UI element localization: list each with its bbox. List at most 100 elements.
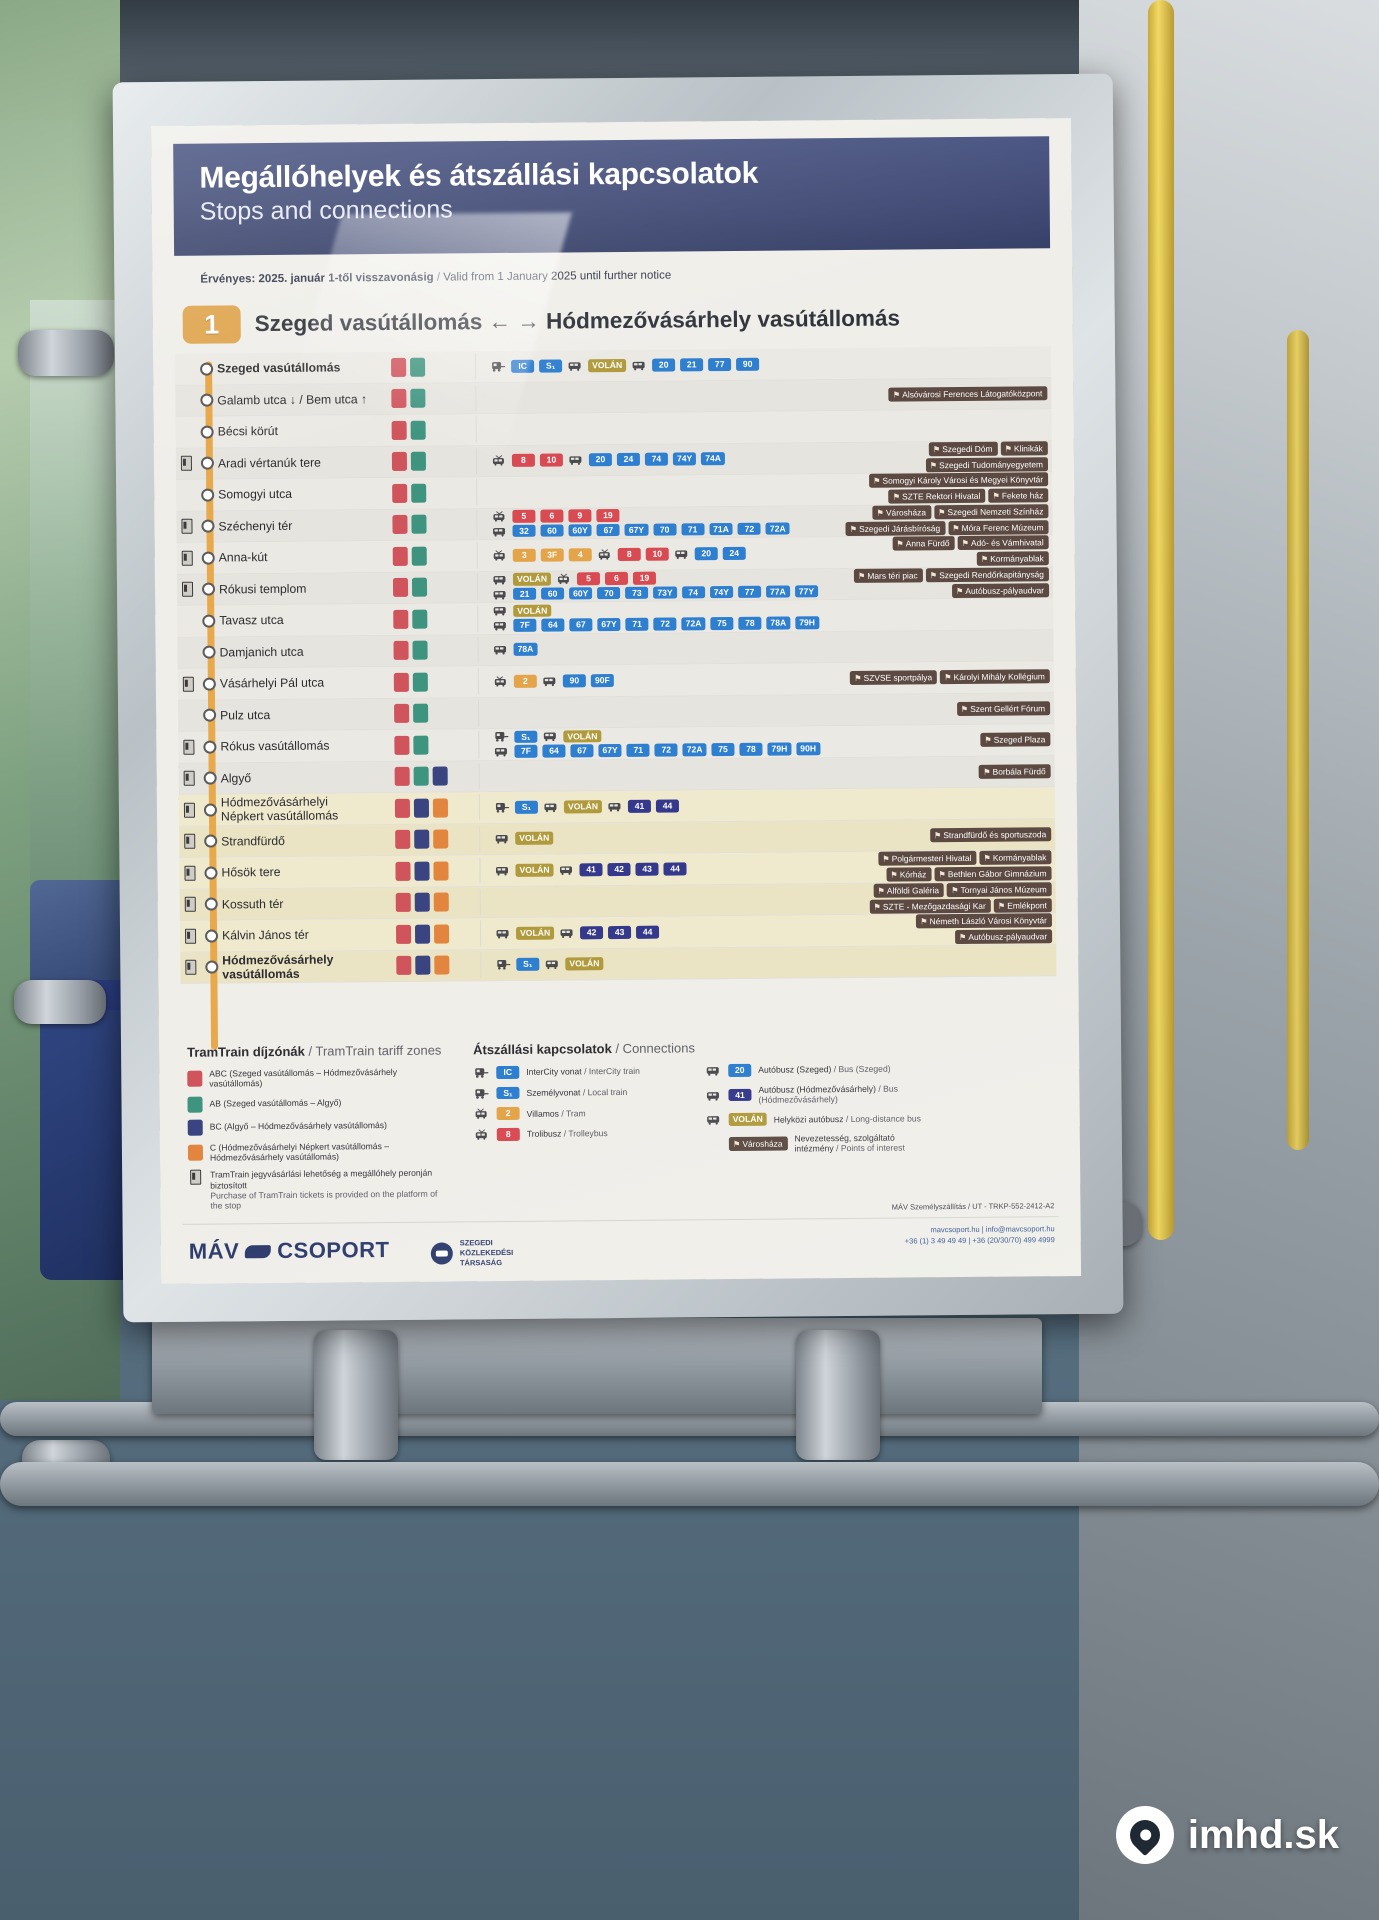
route-badge[interactable]: 70 xyxy=(653,523,677,537)
stop-name[interactable]: Kálvin János tér xyxy=(221,927,309,943)
route-badge[interactable]: 90H xyxy=(796,742,821,756)
route-badge[interactable]: VOLÁN xyxy=(563,800,603,814)
route-badge[interactable]: 20 xyxy=(694,546,718,560)
route-badge[interactable]: 64 xyxy=(541,618,565,632)
route-badge[interactable]: 72A xyxy=(765,522,790,536)
route-badge[interactable]: S₁ xyxy=(514,730,538,744)
route-badge[interactable]: VOLÁN xyxy=(513,604,552,618)
route-badge[interactable]: 7F xyxy=(514,744,538,758)
stop-name[interactable]: Aradi vértanúk tere xyxy=(217,455,321,471)
route-badge[interactable]: 90 xyxy=(562,674,586,688)
route-badge[interactable]: 78 xyxy=(738,616,762,630)
stop-name[interactable]: Strandfürdő xyxy=(221,833,285,849)
route-badge[interactable]: 41 xyxy=(627,799,652,813)
stop-name[interactable]: Rókusi templom xyxy=(218,581,307,597)
stop-name[interactable]: Széchenyi tér xyxy=(218,518,293,534)
route-badge[interactable]: 41 xyxy=(579,863,603,876)
route-badge[interactable]: 64 xyxy=(542,744,566,758)
stop-name[interactable]: Somogyi utca xyxy=(218,487,293,502)
route-badge[interactable]: 74 xyxy=(644,452,668,466)
route-badge[interactable]: 44 xyxy=(655,799,680,813)
stop-name[interactable]: Hősök tere xyxy=(221,865,281,880)
route-badge[interactable]: 20 xyxy=(652,358,676,372)
route-badge[interactable]: 75 xyxy=(711,743,735,757)
route-badge[interactable]: 24 xyxy=(616,453,640,467)
route-badge[interactable]: VOLÁN xyxy=(515,863,554,877)
stop-name[interactable]: Rókus vasútállomás xyxy=(220,738,330,754)
route-badge[interactable]: 4 xyxy=(568,548,592,562)
route-badge[interactable]: 42 xyxy=(607,862,631,876)
stop-name[interactable]: Algyő xyxy=(220,770,252,786)
route-badge[interactable]: 6 xyxy=(540,509,564,523)
route-badge[interactable]: 74A xyxy=(701,452,726,466)
route-badge[interactable]: S₁ xyxy=(539,359,563,373)
route-badge[interactable]: VOLÁN xyxy=(588,358,627,372)
route-badge[interactable]: 6 xyxy=(604,571,629,585)
route-badge[interactable]: 21 xyxy=(513,587,537,601)
route-badge[interactable]: 3 xyxy=(512,548,536,562)
route-badge[interactable]: 60 xyxy=(540,524,564,538)
route-badge[interactable]: 19 xyxy=(632,571,657,585)
route-badge[interactable]: 78A xyxy=(766,616,791,630)
route-badge[interactable]: 72A xyxy=(682,743,707,757)
stop-name[interactable]: Hódmezővásárhely vasútállomás xyxy=(222,952,334,982)
route-badge[interactable]: VOLÁN xyxy=(515,831,554,846)
route-badge[interactable]: 67 xyxy=(570,744,594,758)
route-badge[interactable]: 74 xyxy=(681,585,705,599)
route-badge[interactable]: S₁ xyxy=(516,958,540,972)
route-badge[interactable]: 19 xyxy=(596,508,620,522)
route-badge[interactable]: 71 xyxy=(681,522,705,536)
route-badge[interactable]: 67 xyxy=(569,618,593,632)
route-badge[interactable]: 32 xyxy=(512,524,536,538)
route-badge[interactable]: VOLÁN xyxy=(563,729,602,743)
route-badge[interactable]: 71 xyxy=(626,743,650,757)
route-badge[interactable]: 60 xyxy=(541,587,565,601)
route-badge[interactable]: VOLÁN xyxy=(512,572,552,586)
route-badge[interactable]: 77 xyxy=(737,585,762,599)
route-badge[interactable]: 72 xyxy=(654,743,678,757)
stop-name[interactable]: Kossuth tér xyxy=(221,896,284,912)
route-badge[interactable]: 79H xyxy=(767,742,792,756)
route-badge[interactable]: 60Y xyxy=(568,523,592,537)
route-badge[interactable]: 5 xyxy=(576,572,601,586)
route-badge[interactable]: VOLÁN xyxy=(515,926,555,940)
route-badge[interactable]: 75 xyxy=(710,617,734,631)
route-badge[interactable]: 24 xyxy=(722,546,746,560)
route-badge[interactable]: 72A xyxy=(681,617,706,631)
route-badge[interactable]: 78A xyxy=(513,643,538,657)
stop-name[interactable]: Galamb utca ↓ / Bem utca ↑ xyxy=(217,391,368,408)
route-badge[interactable]: 43 xyxy=(608,925,632,939)
stop-name[interactable]: Bécsi körút xyxy=(217,424,279,439)
stop-name[interactable]: Szeged vasútállomás xyxy=(217,360,341,376)
route-badge[interactable]: IC xyxy=(511,359,535,373)
route-badge[interactable]: 70 xyxy=(597,586,621,600)
route-badge[interactable]: 67Y xyxy=(597,618,621,632)
route-badge[interactable]: 67 xyxy=(596,523,620,537)
route-badge[interactable]: 60Y xyxy=(569,586,593,600)
route-badge[interactable]: 9 xyxy=(568,509,592,523)
route-badge[interactable]: 71 xyxy=(625,617,649,631)
route-badge[interactable]: 77A xyxy=(765,585,790,599)
route-badge[interactable]: 21 xyxy=(680,358,704,372)
stop-name[interactable]: Pulz utca xyxy=(220,707,271,723)
route-badge[interactable]: 73Y xyxy=(653,586,677,600)
route-badge[interactable]: 44 xyxy=(663,862,687,876)
stop-name[interactable]: Hódmezővásárhelyi Népkert vasútállomás xyxy=(220,794,339,824)
route-badge[interactable]: 5 xyxy=(512,509,536,523)
route-badge[interactable]: 67Y xyxy=(598,744,622,758)
route-badge[interactable]: 43 xyxy=(635,862,659,876)
route-badge[interactable]: 10 xyxy=(539,453,563,467)
route-badge[interactable]: 74Y xyxy=(672,452,697,466)
route-badge[interactable]: 90F xyxy=(590,673,614,687)
route-badge[interactable]: S₁ xyxy=(514,800,539,814)
route-badge[interactable]: 67Y xyxy=(624,523,649,537)
stop-name[interactable]: Damjanich utca xyxy=(219,644,304,660)
route-badge[interactable]: 77Y xyxy=(794,585,819,598)
route-badge[interactable]: 71A xyxy=(709,522,733,536)
stop-name[interactable]: Vásárhelyi Pál utca xyxy=(219,675,325,691)
route-badge[interactable]: 8 xyxy=(617,547,641,561)
route-badge[interactable]: 74Y xyxy=(709,585,734,599)
route-badge[interactable]: 44 xyxy=(636,925,660,939)
route-badge[interactable]: 78 xyxy=(739,742,763,756)
route-badge[interactable]: 3F xyxy=(540,548,564,562)
